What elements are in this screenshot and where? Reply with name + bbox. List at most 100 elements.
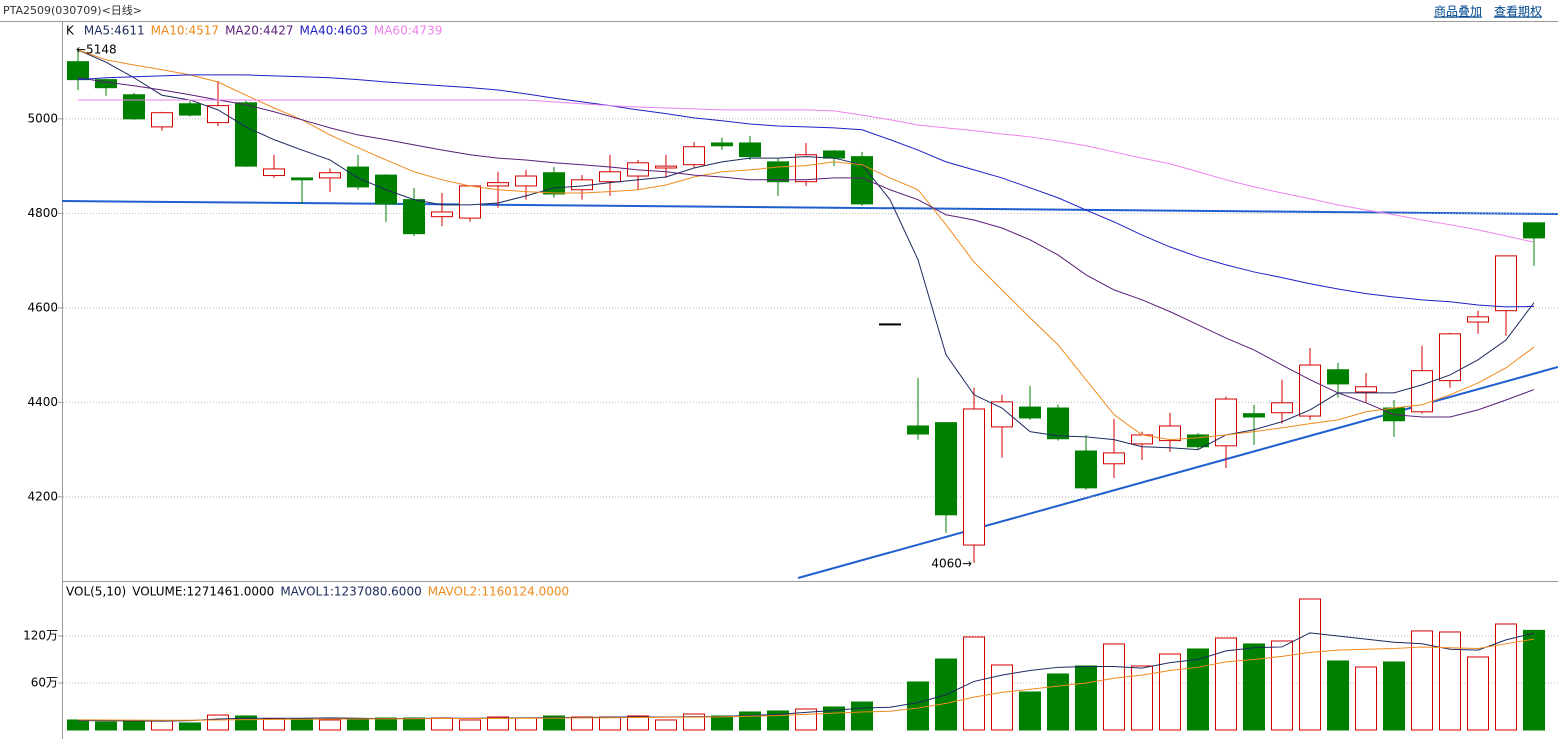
candle-body: [739, 142, 761, 158]
volume-bar: [1187, 648, 1209, 731]
candle-body: [1299, 364, 1321, 417]
volume-bar: [1019, 691, 1041, 731]
candle-body: [1047, 407, 1069, 440]
y-tick-label: 5000: [27, 111, 58, 125]
y-tick-label: 4800: [27, 206, 58, 220]
volume-bar: [1467, 656, 1489, 731]
volume-bar: [1159, 653, 1181, 731]
candle-body: [1355, 386, 1377, 393]
volume-bar: [1355, 666, 1377, 731]
candle-body: [1075, 450, 1097, 489]
volume-bar: [403, 717, 425, 731]
candle-body: [1019, 406, 1041, 419]
ma-line: [77, 638, 1535, 721]
volume-bar: [851, 701, 873, 731]
volume-bar: [319, 719, 341, 731]
legend-entry: MAVOL1:1237080.6000: [280, 585, 421, 599]
candle-body: [207, 105, 229, 124]
candle-body: [347, 166, 369, 188]
candle-body: [767, 161, 789, 183]
volume-bar: [1495, 623, 1517, 731]
volume-bar: [571, 716, 593, 731]
candle-body: [543, 172, 565, 195]
volume-bar: [179, 722, 201, 731]
volume-bar: [291, 718, 313, 731]
candle-body: [123, 94, 145, 120]
y-tick-label: 4400: [27, 395, 58, 409]
volume-bar: [599, 716, 621, 731]
candle-body: [907, 425, 929, 435]
candle-body: [599, 171, 621, 183]
candle-body: [711, 142, 733, 147]
ma-line: [77, 49, 1535, 441]
legend-entry: MA40:4603: [300, 24, 368, 38]
candle-body: [235, 102, 257, 167]
candle-body: [879, 323, 901, 326]
volume-bar: [515, 717, 537, 731]
volume-bar: [1271, 640, 1293, 731]
candle-body: [1159, 425, 1181, 442]
volume-bar: [711, 715, 733, 731]
volume-bar: [459, 719, 481, 731]
volume-bar: [1523, 629, 1545, 731]
volume-bar: [991, 664, 1013, 731]
legend-label: K: [66, 24, 75, 38]
volume-bar: [963, 636, 985, 731]
candle-body: [1467, 316, 1489, 323]
volume-bar: [1411, 630, 1433, 731]
candle-body: [403, 199, 425, 235]
volume-bar: [1103, 643, 1125, 731]
candle-body: [1243, 413, 1265, 418]
candle-body: [851, 156, 873, 205]
candle-body: [1495, 255, 1517, 312]
legend-entry: MA60:4739: [374, 24, 442, 38]
candle-body: [1271, 402, 1293, 414]
candle-body: [935, 422, 957, 516]
volume-bar: [655, 719, 677, 731]
candle-body: [795, 154, 817, 183]
volume-bar: [1047, 673, 1069, 731]
candle-body: [1439, 333, 1461, 382]
legend-entry: MA5:4611: [84, 24, 145, 38]
volume-bar: [67, 719, 89, 731]
volume-bar: [347, 718, 369, 731]
trend-line: [797, 366, 1558, 579]
candle-body: [823, 150, 845, 159]
volume-bar: [1299, 598, 1321, 731]
volume-bar: [1439, 631, 1461, 731]
high-annotation: ←5148: [76, 42, 117, 56]
candle-body: [991, 401, 1013, 428]
volume-bar: [95, 721, 117, 731]
candle-body: [1411, 370, 1433, 413]
toolbar: [0, 0, 1558, 21]
ma-line: [77, 77, 1535, 418]
volume-bar: [907, 681, 929, 731]
y-tick-label: 120万: [23, 628, 58, 642]
volume-bar: [207, 714, 229, 731]
y-tick-label: 60万: [31, 675, 58, 689]
ma-line: [77, 632, 1535, 722]
volume-bar: [1383, 661, 1405, 731]
volume-bar: [1327, 660, 1349, 731]
volume-bar: [683, 713, 705, 731]
candle-body: [263, 168, 285, 177]
volume-bar: [431, 717, 453, 731]
candle-body: [67, 61, 89, 81]
candle-body: [431, 211, 453, 218]
legend-entry: VOLUME:1271461.0000: [132, 585, 274, 599]
options-link[interactable]: 查看期权: [1494, 5, 1542, 19]
volume-bar: [123, 720, 145, 731]
chart-title: PTA2509(030709)<日线>: [3, 3, 142, 17]
ma-line: [77, 49, 1535, 451]
candle-body: [487, 182, 509, 187]
candle-body: [1523, 222, 1545, 239]
panel-title: VOL(5,10): [66, 585, 126, 599]
volume-bar: [627, 715, 649, 731]
y-tick-label: 4600: [27, 300, 58, 314]
candle-body: [459, 185, 481, 219]
volume-bar: [1131, 665, 1153, 731]
candle-body: [319, 172, 341, 179]
overlay-link[interactable]: 商品叠加: [1434, 4, 1482, 19]
volume-bar: [543, 715, 565, 731]
